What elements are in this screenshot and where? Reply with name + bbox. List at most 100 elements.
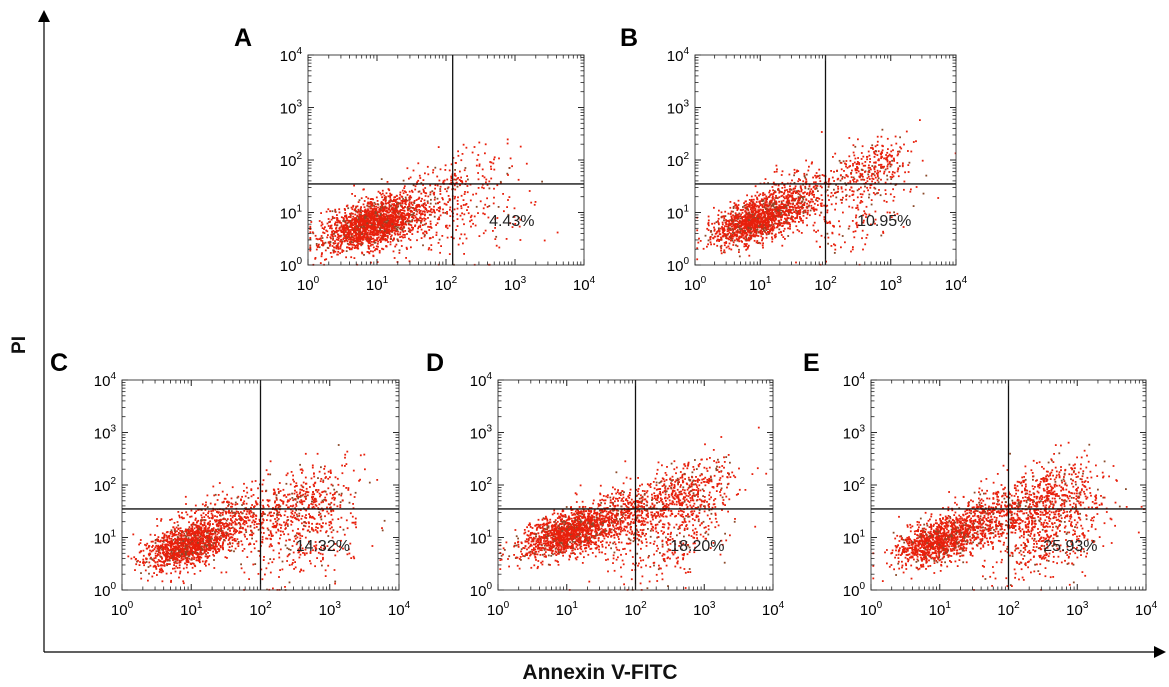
- data-point: [874, 176, 877, 179]
- data-point: [406, 214, 409, 216]
- data-point: [430, 213, 432, 216]
- data-point: [794, 207, 797, 209]
- data-point: [749, 234, 751, 237]
- data-point: [892, 188, 894, 191]
- data-point: [808, 185, 811, 188]
- data-point: [787, 190, 789, 193]
- data-point: [854, 145, 857, 148]
- data-point: [456, 177, 459, 180]
- data-point: [366, 233, 369, 236]
- data-point: [791, 179, 793, 182]
- data-point: [331, 233, 334, 236]
- data-point: [748, 254, 751, 257]
- data-point: [349, 223, 352, 226]
- data-point: [386, 227, 388, 229]
- data-point: [321, 252, 323, 254]
- data-point: [804, 191, 806, 194]
- data-point: [193, 527, 196, 530]
- data-point: [730, 219, 733, 222]
- data-point: [880, 234, 883, 237]
- data-point: [732, 232, 735, 234]
- data-point: [372, 226, 375, 229]
- data-point: [738, 251, 740, 253]
- data-point: [337, 235, 340, 238]
- data-point: [353, 226, 356, 228]
- y-tick-label: 102: [280, 151, 303, 170]
- data-point: [322, 242, 324, 244]
- data-point: [324, 226, 326, 229]
- data-point: [342, 217, 345, 219]
- data-point: [385, 230, 388, 233]
- data-point: [810, 162, 813, 165]
- data-point: [396, 224, 399, 226]
- data-point: [439, 207, 442, 210]
- data-point: [812, 191, 815, 193]
- data-point: [357, 208, 360, 211]
- data-point: [802, 180, 805, 183]
- data-point: [335, 245, 338, 248]
- data-point: [354, 244, 357, 247]
- data-point: [747, 209, 750, 212]
- data-point: [745, 217, 748, 220]
- data-point: [858, 163, 861, 166]
- data-point: [729, 219, 732, 221]
- data-point: [390, 204, 392, 207]
- data-point: [844, 162, 846, 165]
- data-point: [417, 225, 420, 228]
- data-point: [750, 195, 753, 198]
- data-point: [404, 223, 407, 225]
- data-point: [340, 234, 343, 237]
- data-point: [373, 240, 375, 243]
- data-point: [851, 169, 853, 172]
- data-point: [134, 569, 136, 571]
- data-point: [769, 194, 771, 197]
- data-point: [719, 227, 722, 230]
- data-point: [737, 199, 740, 202]
- data-point: [314, 234, 317, 237]
- data-point: [342, 250, 345, 252]
- data-point: [745, 221, 747, 224]
- data-point: [472, 222, 474, 225]
- data-point: [385, 225, 388, 228]
- data-point: [852, 179, 854, 181]
- data-point: [785, 207, 788, 209]
- data-point: [427, 248, 430, 251]
- data-point: [405, 191, 407, 194]
- data-point: [507, 199, 509, 201]
- data-point: [380, 237, 383, 240]
- data-point: [390, 230, 392, 233]
- data-point: [381, 229, 383, 232]
- data-point: [723, 244, 726, 247]
- data-point: [429, 191, 432, 194]
- data-point: [479, 200, 482, 203]
- data-point: [773, 227, 776, 229]
- data-point: [786, 200, 789, 203]
- data-point: [419, 219, 422, 222]
- data-point: [366, 221, 369, 224]
- data-point: [378, 251, 381, 254]
- data-point: [414, 224, 417, 227]
- data-point: [726, 237, 728, 240]
- data-point: [350, 243, 352, 246]
- data-point: [360, 241, 363, 244]
- data-point: [483, 213, 486, 216]
- data-point: [898, 165, 901, 167]
- data-point: [423, 223, 426, 226]
- data-point: [334, 222, 336, 225]
- data-point: [902, 162, 904, 165]
- data-point: [346, 204, 349, 207]
- data-point: [369, 229, 372, 232]
- data-point: [792, 190, 795, 193]
- data-point: [850, 176, 853, 179]
- data-point: [766, 209, 769, 212]
- data-point: [462, 242, 464, 245]
- data-point: [869, 186, 872, 189]
- data-point: [426, 165, 429, 168]
- data-point: [782, 211, 785, 213]
- data-point: [410, 202, 413, 205]
- data-point: [732, 241, 735, 244]
- data-point: [751, 198, 753, 201]
- data-point: [423, 211, 426, 213]
- data-point: [755, 221, 758, 224]
- data-point: [757, 235, 760, 237]
